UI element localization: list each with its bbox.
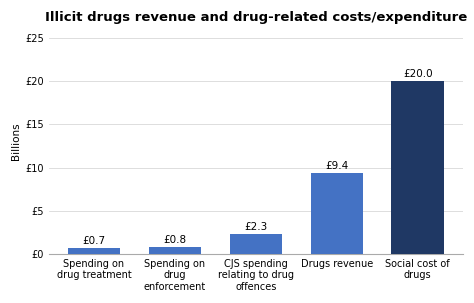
- Text: £0.7: £0.7: [82, 236, 106, 246]
- Title: Illicit drugs revenue and drug-related costs/expenditure: Illicit drugs revenue and drug-related c…: [45, 11, 467, 24]
- Bar: [68, 248, 120, 254]
- Text: £2.3: £2.3: [244, 222, 267, 232]
- Text: £9.4: £9.4: [325, 161, 348, 171]
- Bar: [310, 173, 363, 254]
- Text: £20.0: £20.0: [403, 69, 433, 79]
- Bar: [229, 234, 282, 254]
- Text: £0.8: £0.8: [164, 235, 186, 245]
- Bar: [149, 247, 201, 254]
- Y-axis label: Billions: Billions: [11, 123, 21, 161]
- Bar: [392, 81, 444, 254]
